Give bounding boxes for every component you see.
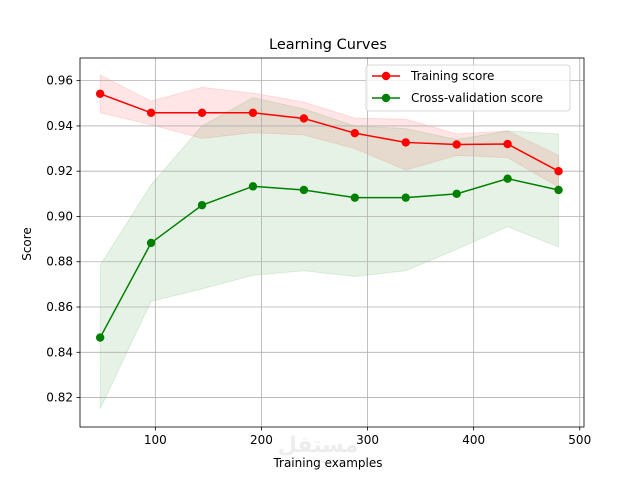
legend-marker-0 bbox=[381, 71, 391, 81]
chart-title: Learning Curves bbox=[269, 37, 387, 53]
data-point bbox=[299, 185, 309, 195]
data-point bbox=[95, 89, 105, 98]
watermark-logo: مستقل bbox=[278, 433, 358, 458]
y-tick-label: 0.96 bbox=[46, 74, 73, 88]
legend-label-0: Training score bbox=[410, 69, 494, 83]
x-tick-label: 400 bbox=[462, 433, 485, 447]
series-line-1 bbox=[99, 177, 559, 338]
axes bbox=[79, 57, 585, 428]
data-point bbox=[452, 189, 461, 199]
data-point bbox=[350, 193, 360, 202]
x-tick-label: 300 bbox=[356, 433, 379, 447]
x-tick-label: 500 bbox=[568, 433, 591, 447]
series-points bbox=[95, 89, 563, 342]
data-point bbox=[248, 108, 258, 117]
data-point bbox=[503, 174, 512, 183]
data-point bbox=[197, 108, 207, 117]
data-point bbox=[554, 166, 563, 176]
data-point bbox=[248, 182, 258, 191]
band-series-1 bbox=[99, 97, 560, 410]
x-tick-label: 200 bbox=[250, 433, 273, 447]
data-point bbox=[401, 138, 410, 147]
legend-marker-1 bbox=[381, 93, 391, 103]
data-point bbox=[452, 140, 461, 149]
data-point bbox=[401, 193, 410, 202]
legend: Training score Cross-validation score bbox=[365, 64, 571, 112]
confidence-bands bbox=[99, 74, 560, 410]
data-point bbox=[146, 238, 156, 248]
x-tick-label: 100 bbox=[144, 433, 167, 447]
legend-box bbox=[365, 64, 571, 112]
y-tick-label: 0.84 bbox=[46, 345, 73, 359]
data-point bbox=[299, 114, 309, 123]
data-point bbox=[95, 333, 105, 342]
y-tick-label: 0.94 bbox=[46, 119, 73, 133]
data-point bbox=[503, 139, 512, 149]
y-tick-label: 0.90 bbox=[46, 209, 73, 223]
data-point bbox=[554, 185, 563, 195]
y-axis-label: Score bbox=[20, 227, 34, 261]
data-point bbox=[350, 128, 360, 138]
y-tick-label: 0.86 bbox=[46, 300, 73, 314]
axes-frame bbox=[79, 57, 585, 428]
legend-label-1: Cross-validation score bbox=[411, 91, 543, 105]
data-point bbox=[197, 200, 207, 210]
gridlines bbox=[80, 58, 584, 427]
data-point bbox=[146, 108, 156, 117]
y-tick-label: 0.82 bbox=[46, 391, 73, 405]
series-lines bbox=[99, 93, 559, 338]
tick-labels: 100 200 300 400 500 0.82 0.84 0.86 0.88 0.90 0.92 0… bbox=[46, 74, 591, 447]
series-line-0 bbox=[99, 93, 559, 172]
y-tick-label: 0.92 bbox=[46, 164, 73, 178]
y-tick-label: 0.88 bbox=[46, 255, 73, 269]
x-axis-label: Training examples bbox=[272, 456, 382, 470]
